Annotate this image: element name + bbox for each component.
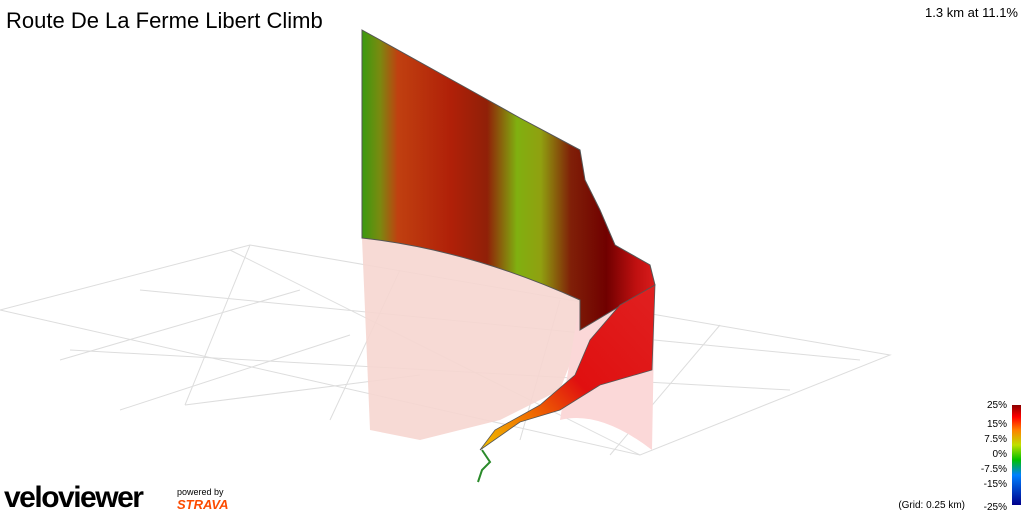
climb-stats: 1.3 km at 11.1% <box>925 5 1018 20</box>
gradient-legend-bar <box>1012 405 1021 505</box>
powered-by: powered by <box>177 487 224 497</box>
grid-note: (Grid: 0.25 km) <box>898 500 965 511</box>
legend-label: -15% <box>984 479 1007 490</box>
legend-label: -7.5% <box>981 464 1007 475</box>
elevation-profile <box>361 29 656 483</box>
legend-label: 25% <box>987 400 1007 411</box>
title: Route De La Ferme Libert Climb <box>6 8 323 33</box>
legend-labels: 25% 15% 7.5% 0% -7.5% -15% -25% <box>981 400 1007 512</box>
legend-label: 0% <box>993 449 1008 460</box>
veloviewer-logo: veloviewer <box>4 481 144 512</box>
legend-label: -25% <box>984 502 1007 512</box>
legend-label: 15% <box>987 419 1007 430</box>
strava-logo: STRAVA <box>177 497 229 512</box>
legend-label: 7.5% <box>984 434 1007 445</box>
